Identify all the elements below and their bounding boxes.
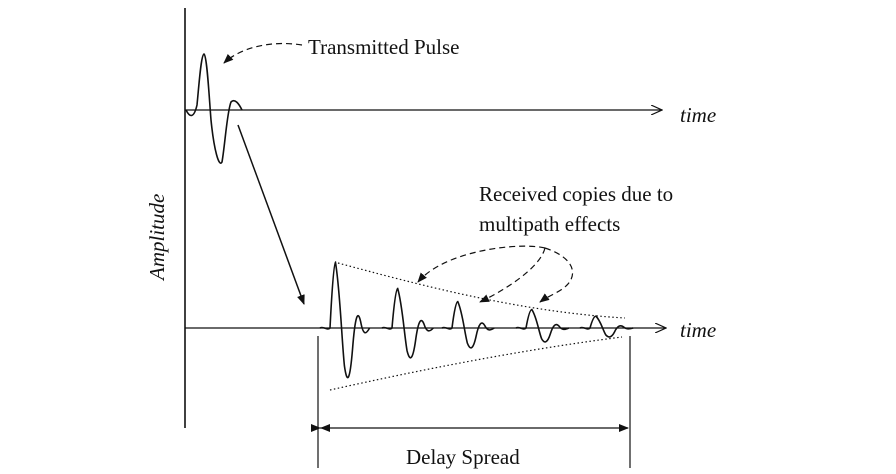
received-pointer-middle xyxy=(479,247,546,303)
received-pointer-right xyxy=(539,247,574,303)
received-copies-label-line1: Received copies due to xyxy=(479,182,673,206)
time-label-bottom: time xyxy=(680,318,716,342)
transmitted-pulse-pointer xyxy=(223,42,303,64)
transmitted-pulse-waveform xyxy=(185,53,243,164)
received-copies xyxy=(319,261,634,379)
received-copy-2 xyxy=(381,287,434,359)
received-copy-4 xyxy=(515,308,570,343)
received-copy-3 xyxy=(441,300,495,349)
delay-spread-arrowhead-left xyxy=(320,424,330,432)
received-copy-5 xyxy=(579,315,634,338)
received-copies-label-line2: multipath effects xyxy=(479,212,620,236)
delay-spread-label: Delay Spread xyxy=(406,445,520,469)
time-label-top: time xyxy=(680,103,716,127)
amplitude-label: Amplitude xyxy=(145,194,169,282)
received-copy-1 xyxy=(319,261,371,379)
propagation-arrow xyxy=(237,124,305,305)
received-pointer-left xyxy=(417,245,546,283)
envelope-lower xyxy=(329,336,623,391)
transmitted-pulse-label: Transmitted Pulse xyxy=(308,35,460,59)
envelope-upper xyxy=(337,262,626,319)
